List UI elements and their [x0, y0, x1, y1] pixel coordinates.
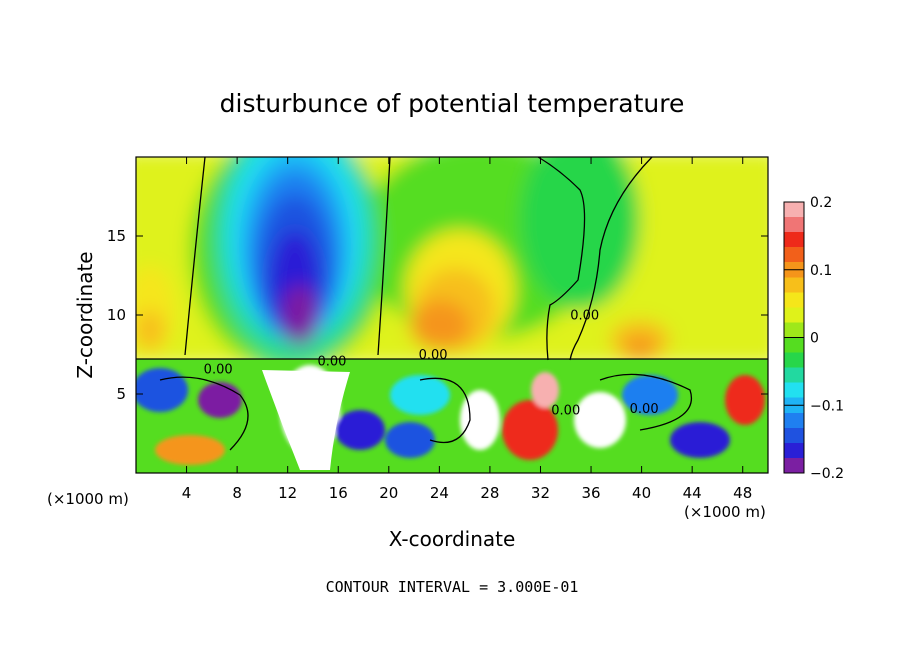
- y-axis-title: Z-coordinate: [73, 251, 97, 378]
- colorbar-tick-label: 0: [810, 331, 819, 347]
- y-tick-label: 5: [116, 385, 126, 403]
- colorbar-ticks: 0.2 0.1 0 −0.1 −0.2: [784, 195, 844, 482]
- lower-layer: [136, 359, 768, 473]
- lower-white-plume: [262, 370, 350, 470]
- upper-layer: [136, 157, 768, 370]
- y-axis: 5 10 15: [107, 227, 768, 403]
- contour-zero-left: [184, 157, 206, 356]
- x-tick-label: 48: [733, 484, 752, 502]
- contour-labels: 0.00 0.00 0.00 0.00 0.00 0.00: [204, 309, 659, 419]
- contour-zero-mid: [537, 157, 586, 361]
- contour-label: 0.00: [570, 309, 599, 324]
- x-tick-label: 24: [430, 484, 449, 502]
- contour-zero-far: [569, 157, 653, 361]
- contour-lower-2: [419, 377, 471, 444]
- x-tick-label: 16: [329, 484, 348, 502]
- contour-lines: [136, 157, 768, 451]
- contour-label: 0.00: [317, 355, 346, 370]
- x-tick-label: 4: [182, 484, 192, 502]
- x-tick-label: 40: [632, 484, 651, 502]
- contour-lower-3: [599, 373, 692, 431]
- colorbar-tick-label: 0.2: [810, 195, 832, 211]
- x-tick-label: 36: [581, 484, 600, 502]
- colorbar-tick-label: 0.1: [810, 263, 832, 279]
- x-tick-label: 28: [480, 484, 499, 502]
- contour-label: 0.00: [419, 348, 448, 363]
- x-tick-label: 44: [683, 484, 702, 502]
- y-tick-label: 10: [107, 306, 126, 324]
- contour-label: 0.00: [204, 362, 233, 377]
- x-unit-label-right: (×1000 m): [684, 503, 766, 521]
- chart-title: disturbunce of potential temperature: [220, 89, 685, 118]
- x-unit-label-left: (×1000 m): [47, 490, 129, 508]
- contour-label: 0.00: [551, 404, 580, 419]
- x-tick-label: 12: [278, 484, 297, 502]
- heatmap-field: [136, 157, 768, 473]
- contour-label: 0.00: [630, 402, 659, 417]
- x-tick-label: 8: [232, 484, 242, 502]
- x-axis: 4 8 12 16 20 24 28 32 36 40 44 48: [182, 157, 752, 502]
- x-tick-label: 32: [531, 484, 550, 502]
- contour-interval-note: CONTOUR INTERVAL = 3.000E-01: [326, 578, 579, 596]
- contour-lower-1: [159, 376, 249, 451]
- colorbar-tick-label: −0.1: [810, 398, 844, 414]
- x-tick-label: 20: [379, 484, 398, 502]
- contour-zero-right: [377, 157, 391, 356]
- x-axis-title: X-coordinate: [389, 527, 516, 551]
- y-tick-label: 15: [107, 227, 126, 245]
- colorbar-tick-label: −0.2: [810, 466, 844, 482]
